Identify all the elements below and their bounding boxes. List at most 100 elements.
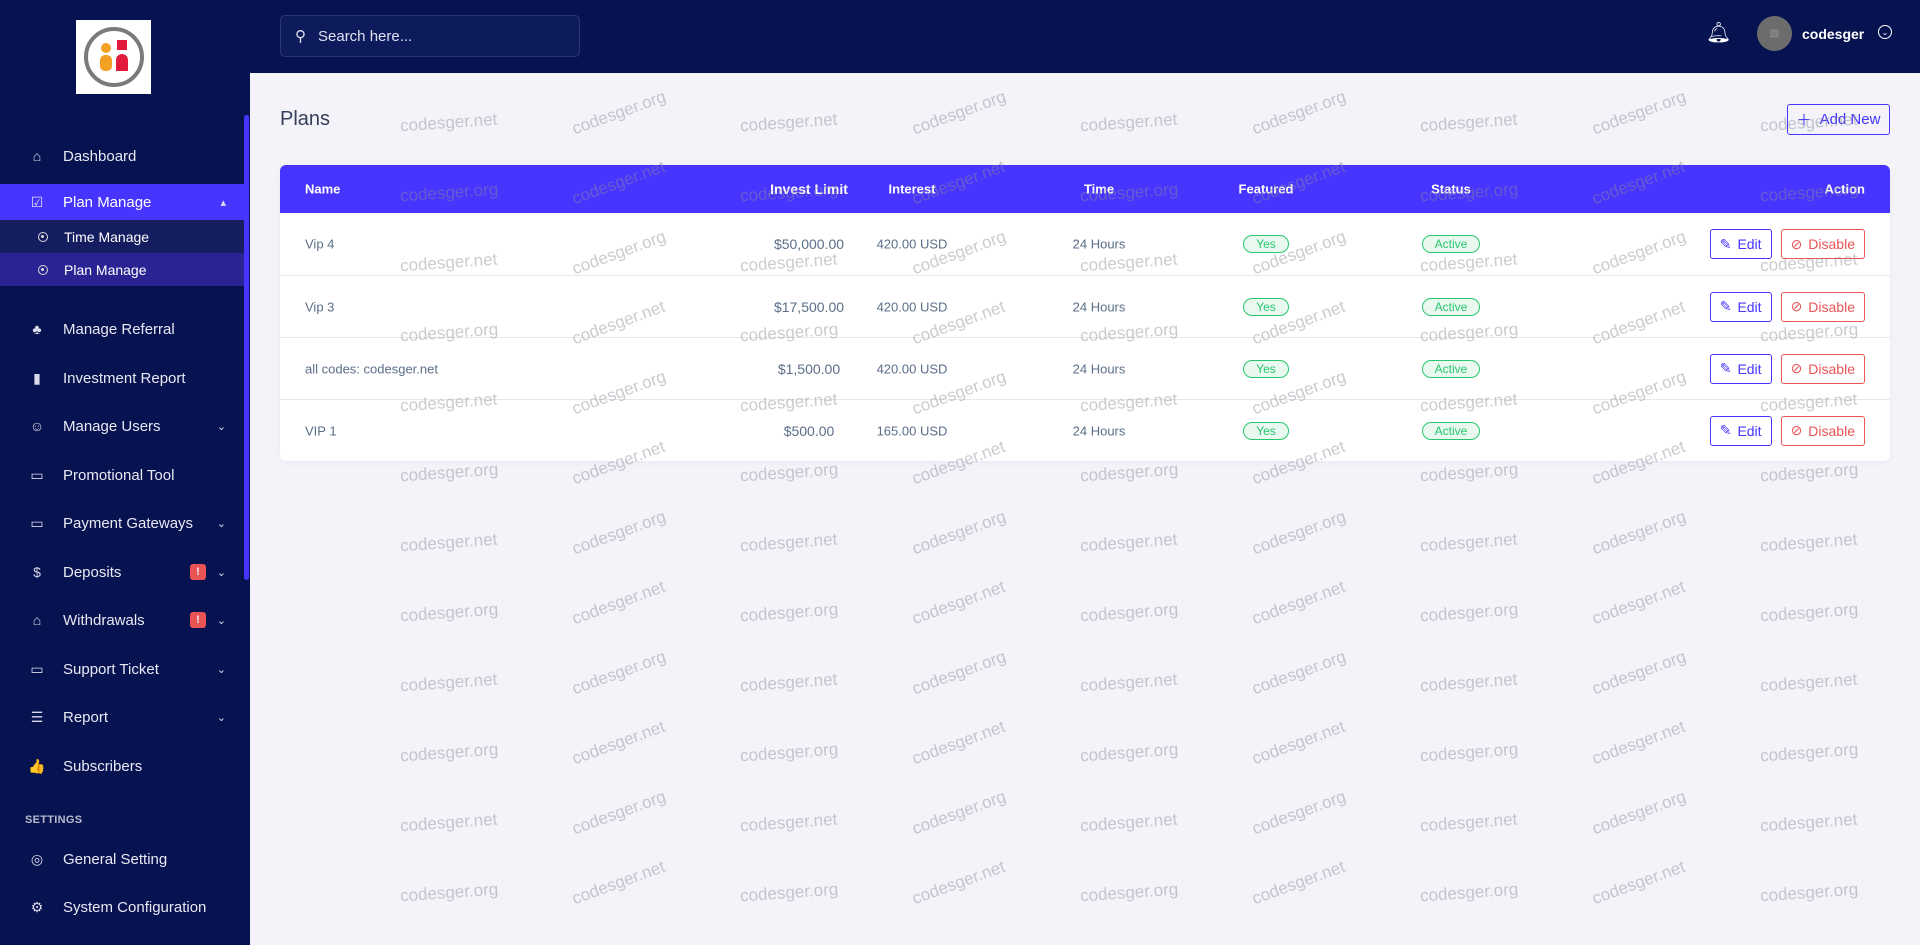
plans-table: Name Invest Limit Interest Time Featured… [280, 165, 1890, 461]
invest-limit: $17,500.00 [773, 298, 845, 315]
chevron-icon[interactable]: ⌄ [216, 566, 226, 579]
watermark-text: codesger.net [1589, 856, 1688, 909]
settings-section-label: SETTINGS [25, 814, 83, 826]
avatar[interactable]: ▨ [1757, 16, 1792, 51]
sidebar-item-withdrawals[interactable]: ⌂ Withdrawals ! ⌄ [0, 600, 244, 640]
chevron-icon[interactable]: ⌄ [216, 614, 226, 627]
sidebar-item-plan-manage[interactable]: ☑ Plan Manage ▴ [0, 184, 244, 220]
watermark-text: codesger.net [1759, 809, 1858, 836]
watermark-text: codesger.org [569, 86, 669, 139]
sidebar-item-manage-users[interactable]: ☺ Manage Users ⌄ [29, 417, 226, 435]
invest-limit: $500.00 [783, 422, 835, 439]
watermark-text: codesger.org [1419, 879, 1519, 906]
sidebar-item-support-ticket[interactable]: ▭ Support Ticket ⌄ [0, 649, 244, 689]
featured-badge: Yes [1243, 297, 1289, 316]
ticket-icon: ▭ [30, 660, 44, 677]
disable-button[interactable]: ⊘ Disable [1780, 353, 1865, 384]
time: 24 Hours [1072, 361, 1126, 376]
sidebar-subitem-plan-manage[interactable]: Plan Manage [0, 253, 244, 286]
search-input[interactable]: ⚲ Search here... [280, 15, 580, 57]
chevron-icon[interactable]: ▴ [220, 196, 226, 209]
watermark-text: codesger.net [569, 716, 668, 769]
watermark-text: codesger.net [1419, 809, 1518, 836]
watermark-text: codesger.org [1079, 459, 1179, 486]
sidebar-item-general-setting[interactable]: ◎ General Setting [0, 839, 244, 879]
watermark-text: codesger.net [739, 809, 838, 836]
sidebar-item-manage-referral[interactable]: ♣ Manage Referral [0, 309, 244, 349]
watermark-text: codesger.org [1419, 739, 1519, 766]
sidebar-item-report[interactable]: ☰ Report ⌄ [0, 697, 244, 737]
chevron-icon[interactable]: ⌄ [216, 711, 226, 724]
watermark-text: codesger.org [1419, 599, 1519, 626]
top-header: ⚲ Search here... 🔔︎ ▨ codesger ⌄ [250, 0, 1920, 73]
table-header: Name Invest Limit Interest Time Featured… [280, 165, 1890, 213]
chevron-icon[interactable]: ⌄ [216, 420, 226, 433]
disable-button[interactable]: ⊘ Disable [1780, 291, 1865, 322]
watermark-text: codesger.net [739, 109, 838, 136]
sidebar-scrollbar[interactable] [244, 115, 249, 580]
chevron-icon[interactable]: ⌄ [216, 517, 226, 530]
home-icon: ⌂ [32, 148, 42, 164]
watermark-text: codesger.org [1589, 506, 1689, 559]
featured-cell: Yes [1186, 359, 1346, 378]
watermark-text: codesger.net [1079, 529, 1178, 556]
add-new-button[interactable]: ＋ Add New [1787, 104, 1890, 135]
watermark-text: codesger.org [1589, 86, 1689, 139]
sidebar-item-investment-report[interactable]: ▮ Investment Report [0, 358, 244, 398]
featured-cell: Yes [1186, 235, 1346, 253]
plan-name: Vip 4 [305, 236, 335, 252]
watermark-text: codesger.net [569, 576, 668, 629]
circle-dot-icon [38, 264, 48, 275]
sidebar-item-promotional-tool[interactable]: ▭ Promotional Tool [0, 455, 244, 495]
watermark-text: codesger.net [1079, 669, 1178, 696]
disable-button[interactable]: ⊘ Disable [1780, 415, 1865, 446]
sidebar-item-deposits[interactable]: $ Deposits ! ⌄ [0, 552, 244, 592]
watermark-text: codesger.net [399, 529, 498, 556]
watermark-text: codesger.net [1419, 669, 1518, 696]
chevron-icon[interactable]: ⌄ [216, 663, 226, 676]
edit-button[interactable]: ✎ Edit [1709, 291, 1772, 322]
disable-button[interactable]: ⊘ Disable [1780, 229, 1865, 259]
table-row: Vip 3 $17,500.00 420.00 USD 24 Hours Yes… [280, 275, 1890, 337]
watermark-text: codesger.net [1589, 576, 1688, 629]
username[interactable]: codesger [1802, 26, 1865, 42]
sidebar-item-subscribers[interactable]: 👍 Subscribers [28, 757, 143, 775]
table-row: all codes: codesger.net $1,500.00 420.00… [280, 337, 1890, 399]
time: 24 Hours [1072, 299, 1126, 314]
watermark-text: codesger.org [1249, 86, 1349, 139]
interest: 420.00 USD [876, 361, 948, 376]
ad-icon: ▭ [30, 466, 44, 483]
edit-button[interactable]: ✎ Edit [1709, 229, 1772, 259]
sidebar-item-payment-gateways[interactable]: ▭ Payment Gateways ⌄ [0, 503, 244, 543]
watermark-text: codesger.net [1589, 716, 1688, 769]
watermark-text: codesger.org [1079, 739, 1179, 766]
chevron-down-icon[interactable]: ⌄ [1878, 25, 1892, 39]
sidebar-subitem-time-manage[interactable]: Time Manage [0, 220, 244, 253]
pencil-icon: ✎ [1719, 360, 1732, 376]
logo[interactable] [76, 20, 151, 94]
credit-card-icon: ▭ [30, 514, 44, 531]
featured-cell: Yes [1186, 297, 1346, 316]
gear-icon: ⚙ [30, 898, 44, 915]
pencil-icon: ✎ [1719, 298, 1732, 314]
watermark-text: codesger.net [1079, 109, 1178, 136]
watermark-text: codesger.net [569, 856, 668, 909]
watermark-text: codesger.org [1079, 879, 1179, 906]
eye-slash-icon: ⊘ [1790, 298, 1803, 314]
tree-icon: ♣ [32, 321, 42, 337]
thumbs-up-icon: 👍 [28, 757, 46, 774]
sidebar-item-dashboard[interactable]: ⌂ Dashboard [0, 136, 244, 176]
watermark-text: codesger.net [1249, 576, 1348, 629]
alert-badge: ! [190, 612, 206, 628]
interest: 420.00 USD [876, 236, 948, 252]
sidebar-item-system-configuration[interactable]: ⚙ System Configuration [0, 887, 244, 927]
bell-icon[interactable]: 🔔︎ [1706, 22, 1732, 44]
status-badge: Active [1421, 235, 1481, 253]
edit-button[interactable]: ✎ Edit [1709, 415, 1772, 446]
edit-button[interactable]: ✎ Edit [1709, 353, 1772, 384]
watermark-text: codesger.org [1249, 646, 1349, 699]
col-time: Time [1083, 181, 1115, 197]
bank-icon: ⌂ [32, 612, 42, 628]
col-name: Name [305, 181, 341, 197]
watermark-text: codesger.net [1249, 856, 1348, 909]
